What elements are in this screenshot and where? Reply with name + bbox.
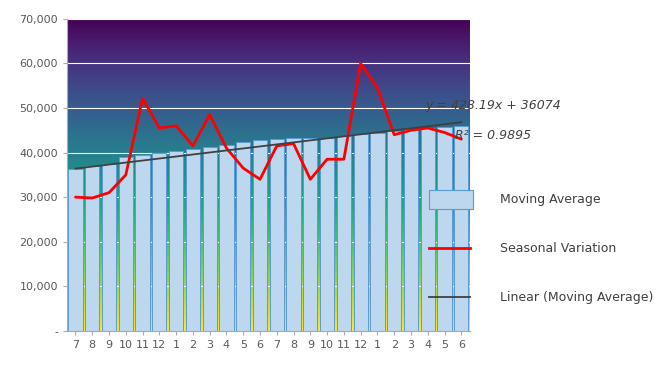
Text: Moving Average: Moving Average — [500, 193, 601, 206]
Bar — [253, 140, 267, 331]
Bar — [337, 136, 351, 331]
Bar — [186, 149, 200, 331]
Bar — [152, 153, 166, 331]
Bar — [270, 139, 284, 331]
Bar — [421, 129, 435, 331]
Bar — [303, 138, 317, 331]
Bar — [169, 151, 183, 331]
Bar — [236, 142, 250, 331]
Bar — [437, 127, 452, 331]
Bar — [219, 145, 234, 331]
Bar — [287, 138, 301, 331]
Text: Linear (Moving Average): Linear (Moving Average) — [500, 291, 654, 303]
Bar — [102, 164, 116, 331]
Text: R² = 0.9895: R² = 0.9895 — [455, 129, 531, 142]
Text: Seasonal Variation: Seasonal Variation — [500, 242, 616, 255]
Bar — [370, 133, 384, 331]
Bar — [119, 157, 133, 331]
Bar — [404, 129, 418, 331]
Bar — [85, 166, 99, 331]
Bar — [454, 126, 468, 331]
Bar — [354, 134, 368, 331]
Bar — [387, 131, 401, 331]
Bar — [136, 155, 150, 331]
Bar — [320, 138, 334, 331]
Bar — [203, 147, 217, 331]
Bar — [68, 170, 83, 331]
Text: y = 428.19x + 36074: y = 428.19x + 36074 — [425, 99, 561, 112]
